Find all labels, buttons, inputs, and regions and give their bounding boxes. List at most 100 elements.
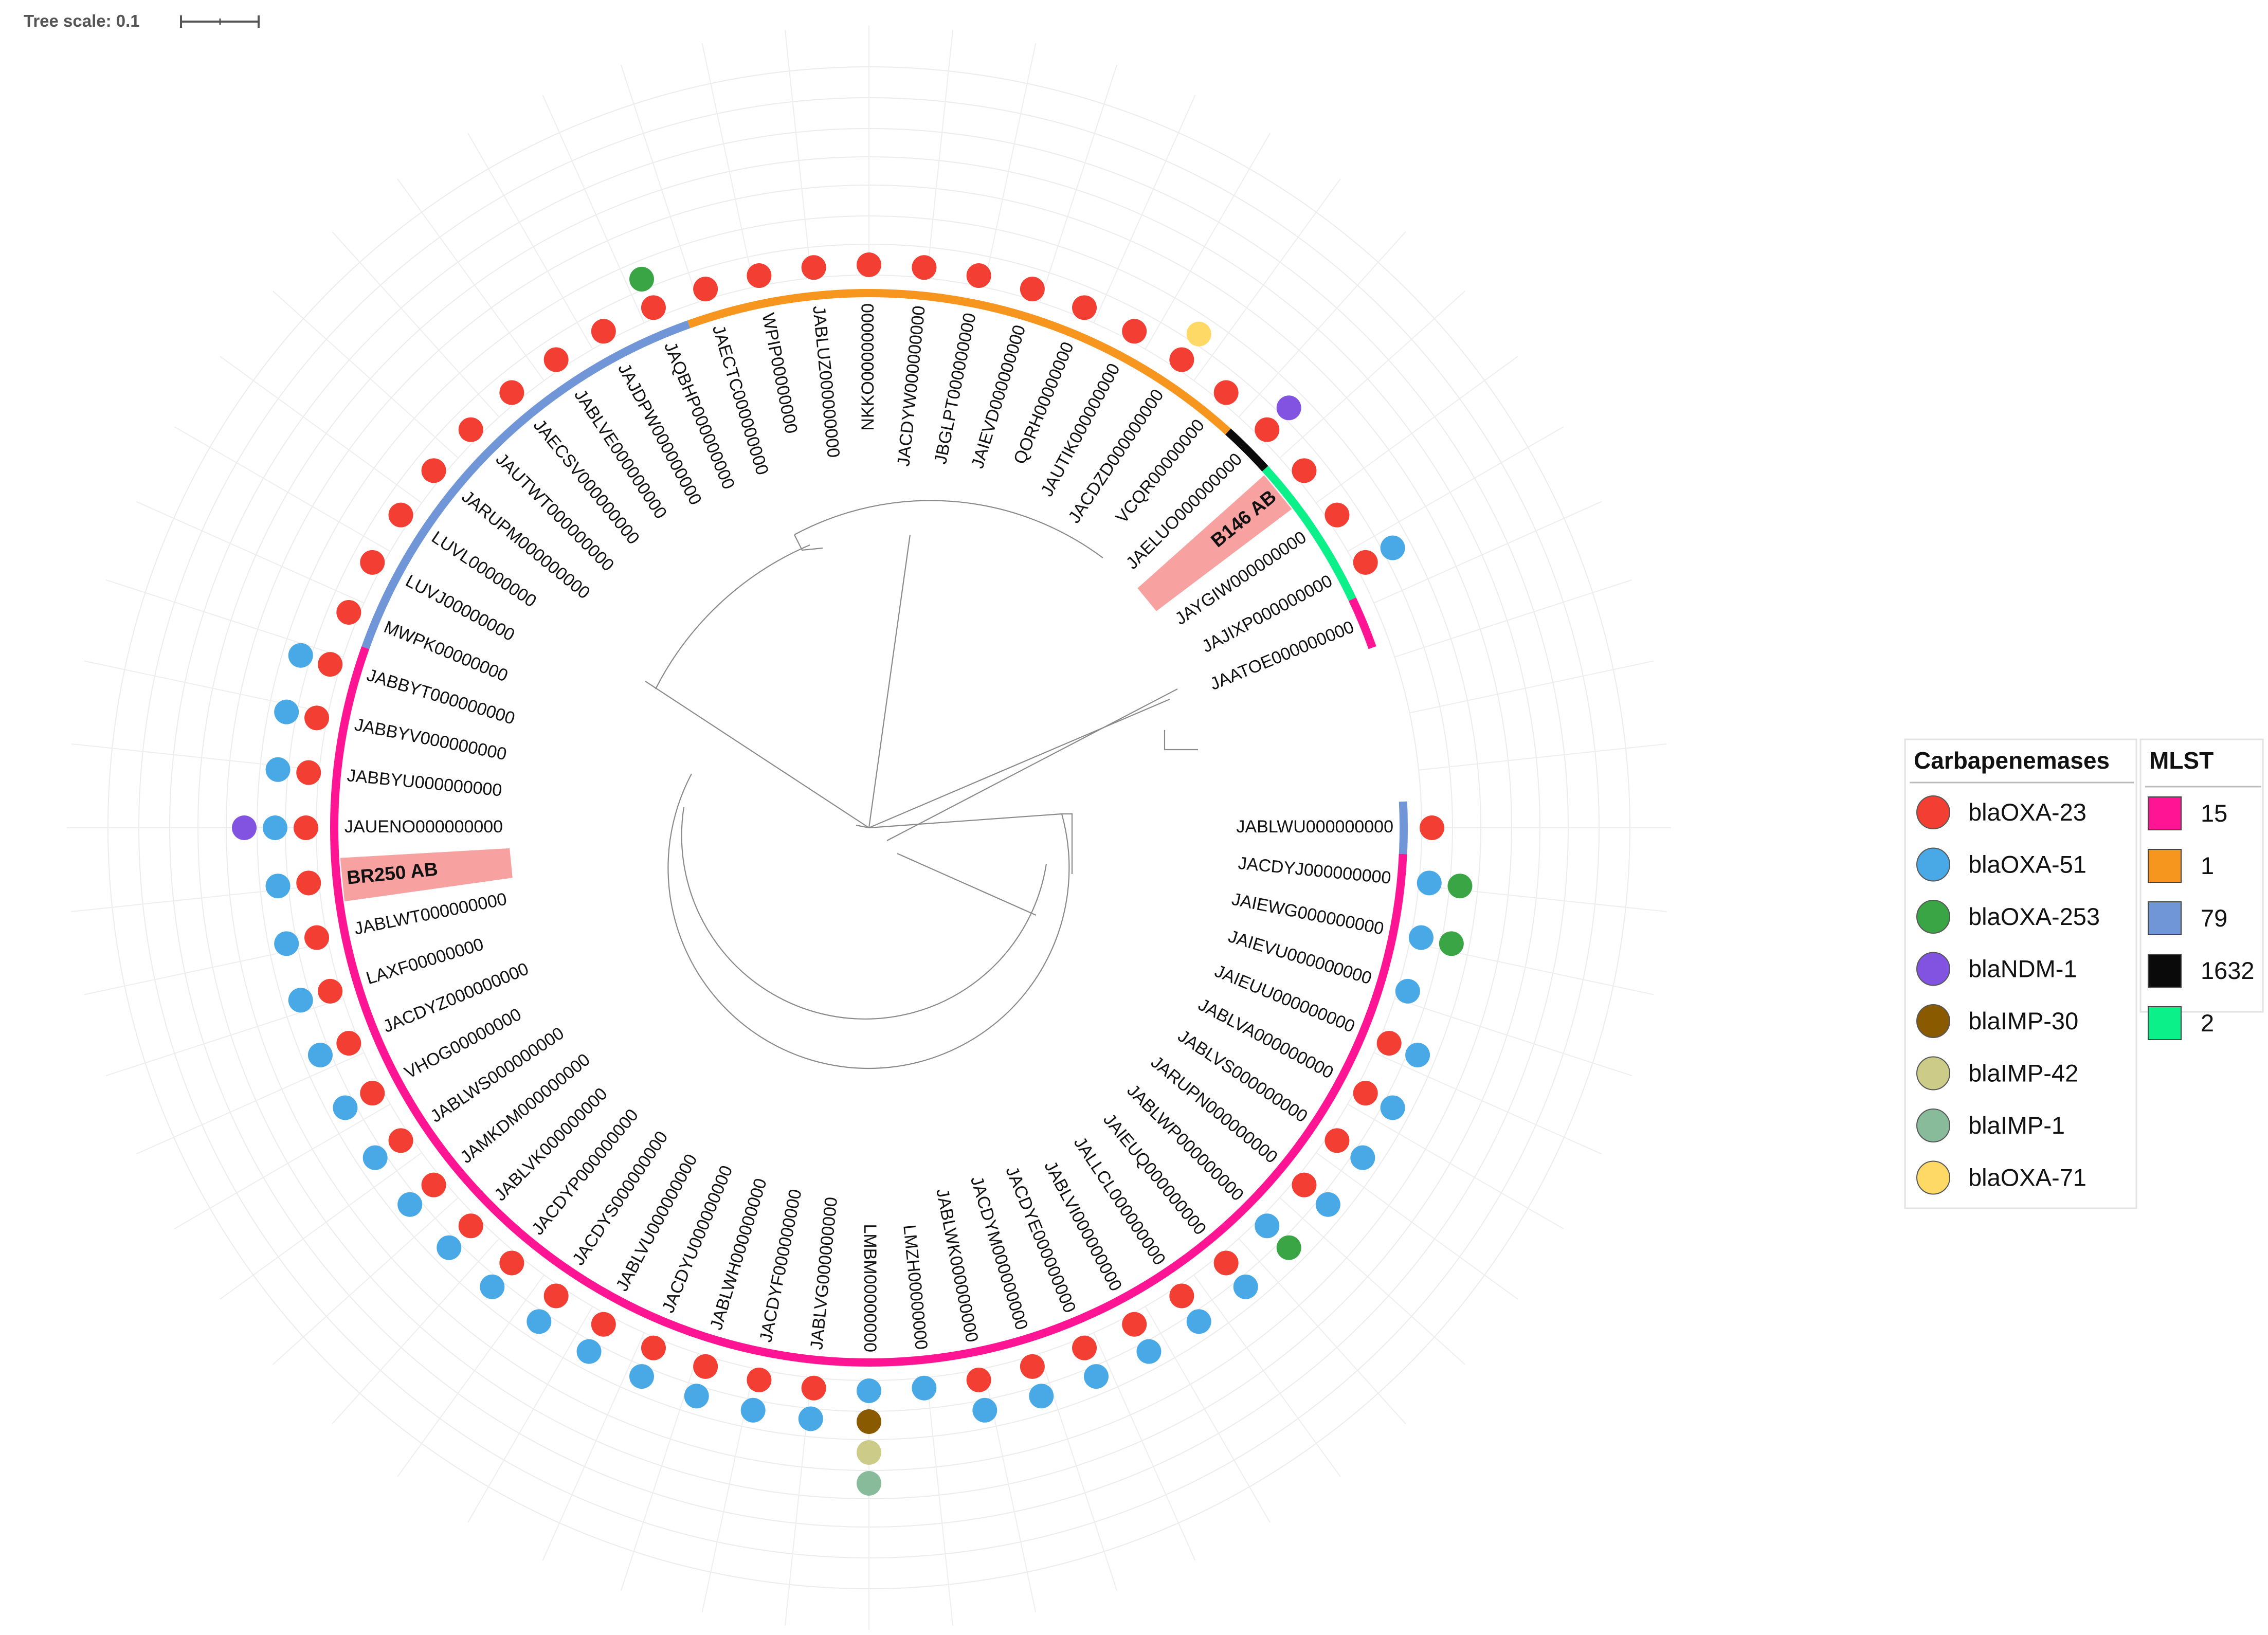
gene-dot-blaoxa-51 (798, 1406, 823, 1431)
branch-root-2 (868, 534, 911, 828)
grid-spoke (542, 1332, 645, 1561)
gene-dot-blaoxa-51 (274, 931, 299, 956)
gene-dot-blaoxa-23 (360, 550, 385, 575)
gene-dot-blaoxa-23 (388, 502, 413, 528)
gene-dot-blaoxa-253 (1447, 874, 1473, 899)
gene-dot-blaoxa-51 (1380, 535, 1405, 560)
grid-spoke (136, 501, 365, 604)
legend-mlst-swatch-1 (2148, 849, 2182, 883)
gene-dot-blaoxa-23 (693, 1354, 718, 1379)
gene-dot-blaoxa-51 (307, 1042, 333, 1067)
leaf-label-jacdzd000000000: JACDZD000000000 (1064, 386, 1168, 526)
branch-bracket-3 (794, 534, 823, 551)
gene-dot-blaoxa-23 (296, 870, 321, 896)
gene-dot-blaoxa-51 (1233, 1274, 1258, 1299)
branch-root-4 (886, 688, 1178, 841)
gene-dot-blaoxa-23 (1122, 319, 1147, 344)
gene-dot-blaoxa-23 (1324, 502, 1350, 528)
legend-carbapenemases: Carbapenemases blaOXA-23 blaOXA-51 blaOXA-… (1904, 738, 2137, 1209)
gene-dot-blaoxa-23 (1020, 277, 1045, 302)
gene-dot-blaoxa-51 (576, 1339, 602, 1364)
legend-mlst-label-79: 79 (2201, 904, 2227, 932)
gene-dot-blaoxa-23 (1169, 347, 1194, 372)
grid-spoke (1279, 290, 1465, 459)
gene-dot-blaoxa-23 (304, 925, 330, 950)
gene-dot-blaoxa-23 (1072, 1335, 1097, 1360)
leaf-label-jaiewg000000000: JAIEWG000000000 (1230, 889, 1385, 939)
grid-spoke (926, 30, 954, 278)
gene-dot-blaoxa-23 (1020, 1354, 1045, 1379)
gene-dot-blaoxa-51 (740, 1397, 766, 1423)
gene-dot-blaoxa-23 (1420, 815, 1444, 840)
gene-dot-blaoxa-23 (1213, 380, 1239, 405)
grid-spoke (332, 1238, 500, 1424)
gene-dot-blaoxa-51 (333, 1095, 358, 1120)
gene-dot-blaoxa-23 (388, 1128, 413, 1153)
leaf-label-jarupn000000000: JARUPN000000000 (1147, 1052, 1281, 1168)
gene-dot-blaimp-42 (857, 1440, 881, 1465)
legend-carb-swatch-blaimp-30 (1916, 1004, 1950, 1038)
gene-dot-blaoxa-23 (641, 295, 666, 320)
gene-dot-blaoxa-51 (527, 1309, 552, 1334)
leaf-label-jacdyj000000000: JACDYJ000000000 (1237, 853, 1392, 888)
gene-dot-blaoxa-23 (801, 1375, 826, 1401)
gene-dot-blaoxa-23 (499, 380, 524, 405)
branch-arc-st79 (655, 544, 810, 689)
leaf-label-jablvg000000000: JABLVG000000000 (807, 1196, 841, 1350)
leaf-label-jbglpt000000000: JBGLPT000000000 (931, 311, 980, 465)
leaf-label-jabbyu000000000: JABBYU000000000 (346, 766, 503, 800)
gene-dot-blaoxa-51 (1255, 1213, 1280, 1239)
leaf-label-wpip00000000: WPIP00000000 (758, 311, 801, 435)
grid-spoke (397, 1275, 545, 1477)
gene-dot-blaoxa-23 (421, 1172, 446, 1197)
leaf-label-nkko00000000: NKKO00000000 (858, 303, 878, 431)
gene-dot-blaoxa-51 (684, 1384, 709, 1409)
legend-mlst-swatch-2 (2148, 1006, 2182, 1040)
legend-carb-label-blaoxa-253: blaOXA-253 (1968, 903, 2100, 930)
grid-spoke (1193, 1275, 1341, 1477)
grid-spoke (1316, 1152, 1518, 1300)
legend-carb-label-blaoxa-71: blaOXA-71 (1968, 1164, 2086, 1191)
mlst-segment-1632 (1225, 428, 1268, 471)
gene-dot-blaimp-1 (857, 1471, 881, 1496)
grid-spoke (1373, 501, 1602, 604)
gene-dot-blaoxa-23 (421, 458, 446, 483)
branch-root-5 (897, 852, 1037, 916)
gene-dot-blaoxa-23 (857, 252, 881, 277)
mlst-ring (330, 289, 1408, 1367)
legend-carb-label-blaimp-42: blaIMP-42 (1968, 1060, 2078, 1087)
gene-dot-blaoxa-23 (966, 1367, 991, 1392)
gene-dot-blaoxa-23 (543, 347, 569, 372)
branch-bracket-1 (1164, 730, 1198, 751)
grid-spoke (136, 1052, 365, 1155)
grid-spoke (1409, 660, 1654, 714)
gene-dot-blaoxa-51 (972, 1397, 997, 1423)
gene-dot-blandm-1 (232, 815, 257, 840)
gene-dot-blaoxa-253 (1439, 931, 1464, 956)
grid-spoke (1347, 1103, 1564, 1229)
gene-dot-blaoxa-23 (318, 978, 343, 1004)
leaf-label-jacdyw000000000: JACDYW000000000 (894, 305, 929, 467)
gene-dot-blaoxa-23 (966, 263, 991, 288)
gene-dot-blaoxa-23 (458, 417, 483, 442)
gene-dot-blaoxa-23 (693, 277, 718, 302)
gene-dot-blaoxa-51 (1350, 1145, 1375, 1170)
gene-dot-blaoxa-23 (1292, 1172, 1317, 1197)
gene-dot-blaoxa-51 (437, 1235, 462, 1260)
grid-spoke (1373, 1052, 1602, 1155)
gene-dot-blaoxa-51 (1083, 1364, 1109, 1389)
gene-dot-blaoxa-23 (912, 255, 937, 280)
grid-spoke (784, 30, 812, 278)
grid-spoke (1316, 356, 1518, 503)
gene-dot-blaoxa-23 (458, 1213, 483, 1239)
gene-dot-blaoxa-23 (304, 705, 330, 731)
grid-spoke (1279, 1197, 1465, 1365)
gene-dot-blaoxa-23 (1169, 1283, 1194, 1309)
branch-root-1 (645, 681, 869, 828)
grid-spoke (1145, 1306, 1271, 1523)
tree-scale: Tree scale: 0.1 (24, 11, 260, 30)
legend-carb-swatch-blaimp-1 (1916, 1109, 1950, 1142)
gene-dot-blaoxa-51 (1380, 1095, 1405, 1120)
gene-dot-blaoxa-51 (912, 1375, 937, 1401)
gene-dot-blaoxa-23 (1072, 295, 1097, 320)
